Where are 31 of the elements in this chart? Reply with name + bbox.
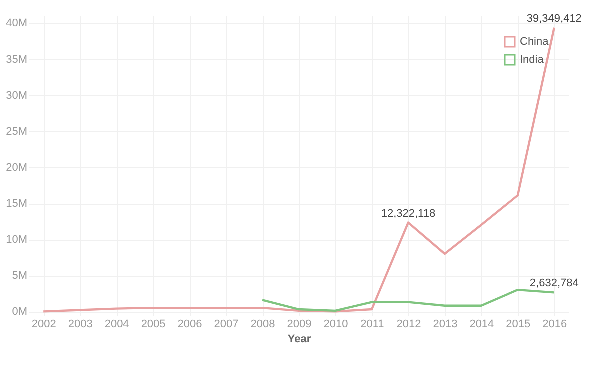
y-tick-label: 15M	[6, 198, 28, 210]
x-tick-label: 2005	[141, 318, 166, 330]
x-tick-label: 2008	[250, 318, 276, 330]
y-tick-label: 10M	[6, 234, 28, 246]
legend-label: India	[520, 54, 545, 66]
x-tick-label: 2003	[68, 318, 93, 330]
y-tick-label: 5M	[12, 270, 28, 282]
data-label: 12,322,118	[381, 208, 436, 220]
x-tick-label: 2012	[396, 318, 422, 330]
y-tick-label: 0M	[12, 306, 28, 318]
x-tick-label: 2006	[178, 318, 202, 330]
x-tick-label: 2014	[470, 318, 494, 330]
x-tick-label: 2007	[214, 318, 239, 330]
y-tick-label: 25M	[6, 126, 28, 138]
data-label: 39,349,412	[526, 12, 582, 25]
y-tick-label: 20M	[6, 162, 28, 174]
x-tick-label: 2015	[506, 318, 531, 330]
x-tick-label: 2016	[542, 318, 568, 330]
x-tick-label: 2009	[287, 318, 312, 330]
x-axis-title: Year	[288, 334, 312, 346]
data-label: 2,632,784	[530, 278, 579, 290]
x-tick-label: 2011	[360, 318, 384, 330]
line-series	[261, 288, 556, 312]
legend-label: China	[520, 36, 550, 48]
y-tick-label: 35M	[6, 54, 28, 66]
x-tick-label: 2004	[104, 318, 130, 330]
x-tick-label: 2002	[32, 318, 56, 330]
y-tick-label: 30M	[6, 90, 28, 102]
x-tick-label: 2013	[433, 318, 458, 330]
x-tick-label: 2010	[324, 318, 348, 330]
y-tick-label: 40M	[6, 18, 28, 30]
